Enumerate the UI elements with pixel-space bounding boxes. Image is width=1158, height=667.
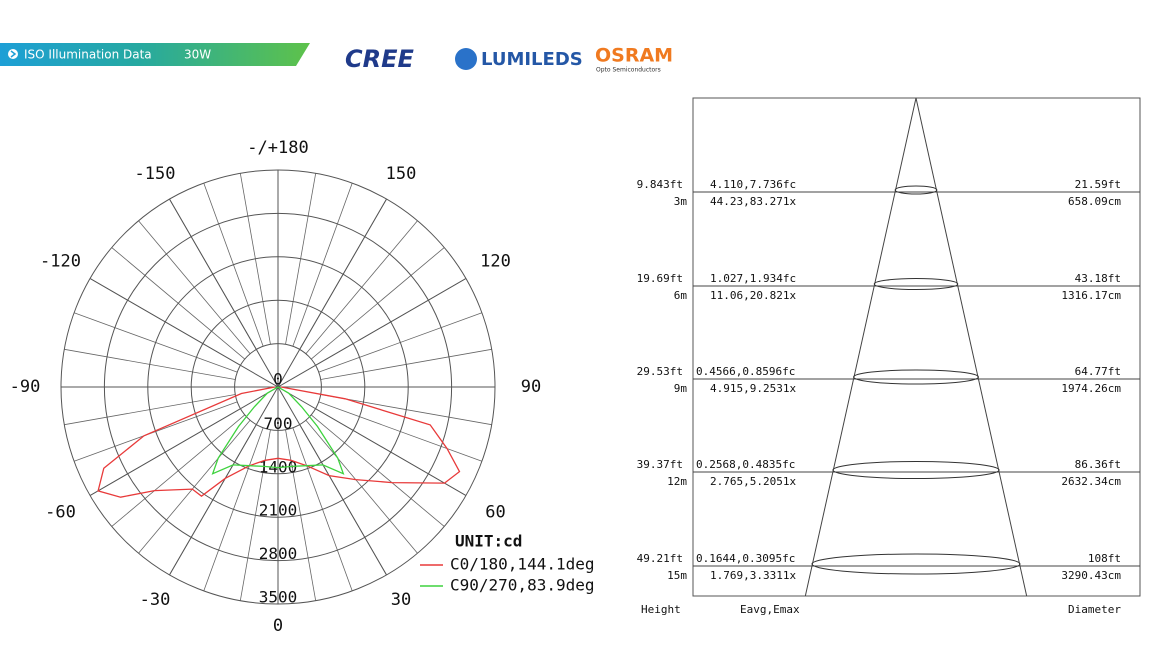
angle-label: 90 xyxy=(521,377,541,397)
brand-cree: CREE xyxy=(345,45,414,73)
cone-height-m: 3m xyxy=(674,195,688,208)
cone-diameter-cm: 658.09cm xyxy=(1068,195,1121,208)
cone-diameter-cm: 1316.17cm xyxy=(1061,289,1121,302)
cone-height-m: 9m xyxy=(674,382,688,395)
angle-label: -30 xyxy=(140,590,171,610)
angle-axis xyxy=(89,278,279,388)
beam-ellipse xyxy=(894,185,938,195)
angle-label: 0 xyxy=(273,616,283,636)
angle-label: -/+180 xyxy=(247,138,308,158)
angle-axis xyxy=(277,198,387,388)
radial-label: 1400 xyxy=(259,457,298,476)
angle-label: -90 xyxy=(10,377,41,397)
cone-illum-fc: 0.1644,0.3095fc xyxy=(696,552,795,565)
cone-diameter-cm: 3290.43cm xyxy=(1061,569,1121,582)
beam-ellipse xyxy=(873,278,959,290)
angle-label: 30 xyxy=(391,590,411,610)
cone-illum-lx: 11.06,20.821x xyxy=(710,289,796,302)
cone-illum-fc: 1.027,1.934fc xyxy=(710,272,796,285)
legend-label: C0/180,144.1deg xyxy=(450,555,595,574)
header-icon-arrow xyxy=(10,50,17,58)
angle-axis xyxy=(169,386,279,576)
unit-label: UNIT:cd xyxy=(455,532,522,551)
brand-osram: OSRAM xyxy=(595,45,673,67)
brand-lumileds: LUMILEDS xyxy=(481,49,583,70)
radial-label: 3500 xyxy=(259,588,298,607)
beam-ellipse xyxy=(853,369,979,385)
angle-axis xyxy=(277,386,467,496)
angle-axis xyxy=(277,386,387,576)
cone-illum-fc: 4.110,7.736fc xyxy=(710,178,796,191)
cone-height-ft: 9.843ft xyxy=(637,178,683,191)
cone-diameter-ft: 86.36ft xyxy=(1075,458,1121,471)
cone-footer: Height xyxy=(641,603,681,616)
angle-label: -120 xyxy=(40,251,81,271)
cone-frame xyxy=(692,97,1141,597)
angle-label: -60 xyxy=(45,503,76,523)
cone-edge xyxy=(915,97,1028,597)
cone-illum-lx: 44.23,83.271x xyxy=(710,195,796,208)
cone-height-m: 12m xyxy=(667,475,687,488)
series-line xyxy=(211,386,345,475)
cone-diameter-ft: 64.77ft xyxy=(1075,365,1121,378)
cone-diameter-ft: 21.59ft xyxy=(1075,178,1121,191)
angle-axis xyxy=(277,278,467,388)
header-power: 30W xyxy=(184,48,211,62)
cone-footer: Eavg,Emax xyxy=(740,603,800,616)
cone-height-ft: 39.37ft xyxy=(637,458,683,471)
cone-illum-lx: 2.765,5.2051x xyxy=(710,475,796,488)
cone-height-ft: 19.69ft xyxy=(637,272,683,285)
angle-axis xyxy=(169,198,279,388)
cone-diameter-cm: 2632.34cm xyxy=(1061,475,1121,488)
cone-height-m: 6m xyxy=(674,289,688,302)
cone-illum-fc: 0.4566,0.8596fc xyxy=(696,365,795,378)
angle-axis xyxy=(89,386,279,496)
cone-edge xyxy=(804,97,917,597)
cone-height-m: 15m xyxy=(667,569,687,582)
radial-label: 2100 xyxy=(259,501,298,520)
cone-diameter-ft: 43.18ft xyxy=(1075,272,1121,285)
cone-diagram: 9.843ft 3m 4.110,7.736fc 44.23,83.271x 21.59… xyxy=(637,97,1141,616)
series-line xyxy=(97,386,461,498)
cone-illum-lx: 4.915,9.2531x xyxy=(710,382,796,395)
header-bar xyxy=(0,43,310,66)
beam-ellipse xyxy=(832,461,1000,479)
header-label: ISO Illumination Data xyxy=(24,48,152,62)
beam-ellipse xyxy=(811,553,1021,575)
brand-osram-sub: Opto Semiconductors xyxy=(596,67,661,74)
legend-label: C90/270,83.9deg xyxy=(450,576,595,595)
brand-lumileds-icon xyxy=(455,48,477,70)
cone-diameter-cm: 1974.26cm xyxy=(1061,382,1121,395)
header-icon xyxy=(8,49,18,59)
angle-label: 150 xyxy=(386,164,417,184)
cone-illum-fc: 0.2568,0.4835fc xyxy=(696,458,795,471)
cone-height-ft: 29.53ft xyxy=(637,365,683,378)
angle-label: 60 xyxy=(485,503,505,523)
cone-footer: Diameter xyxy=(1068,603,1121,616)
radial-label: 0 xyxy=(273,370,283,389)
angle-label: 120 xyxy=(480,251,511,271)
cone-illum-lx: 1.769,3.3311x xyxy=(710,569,796,582)
radial-label: 700 xyxy=(264,414,293,433)
polar-chart: -/+180 -150 150 -120 120 -90 90 -60 60 -30 30 0 0 700… xyxy=(10,138,595,636)
radial-label: 2800 xyxy=(259,544,298,563)
angle-label: -150 xyxy=(135,164,176,184)
cone-height-ft: 49.21ft xyxy=(637,552,683,565)
cone-diameter-ft: 108ft xyxy=(1088,552,1121,565)
